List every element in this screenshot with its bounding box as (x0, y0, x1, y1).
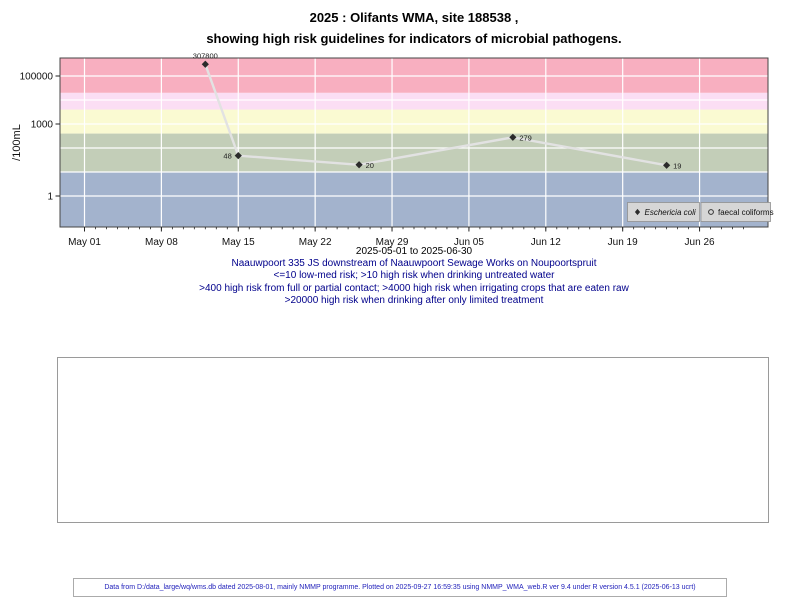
point-label: 48 (223, 152, 231, 161)
caption-site-description: Naauwpoort 335 JS downstream of Naauwpoo… (231, 258, 597, 270)
chart-plot: May 01 May 08 May 15 May 22 May 29 Jun 05 Jun … (11, 51, 774, 248)
x-tick-label: May 01 (68, 237, 101, 248)
x-tick-label: Jun 19 (608, 237, 638, 248)
x-tick-label: Jun 05 (454, 237, 484, 248)
risk-bands (60, 58, 768, 227)
point-label: 19 (673, 161, 681, 170)
data-point (663, 161, 671, 169)
caption-risk-line-3: >20000 high risk when drinking after onl… (284, 294, 544, 306)
legend: Eschericia coli faecal coliforms (627, 202, 774, 222)
caption-date-range: 2025-05-01 to 2025-06-30 (355, 246, 473, 257)
point-label: 307800 (193, 51, 218, 60)
gridlines (60, 58, 768, 227)
x-tick-label: Jun 26 (685, 237, 715, 248)
filled-diamond-icon (634, 208, 641, 216)
chart-title-line1: 2025 : Olifants WMA, site 188538 , (309, 10, 519, 25)
band-high-risk-drinking-untreated-water (60, 133, 768, 172)
chart-captions: 2025-05-01 to 2025-06-30 Naauwpoort 335 … (40, 246, 788, 307)
chart-title: 2025 : Olifants WMA, site 188538 , showi… (60, 7, 768, 49)
x-axis-labels: May 01 May 08 May 15 May 22 May 29 Jun 05 Jun … (68, 237, 715, 248)
data-point (355, 161, 363, 169)
legend-label: faecal coliforms (718, 208, 774, 217)
data-point (234, 152, 242, 160)
band-high-risk-irrigating-crops-eaten-raw (60, 92, 768, 110)
point-labels: 307800 48 20 279 19 (193, 51, 682, 170)
chart-title-line2: showing high risk guidelines for indicat… (206, 31, 622, 46)
caption-risk-line-1: <=10 low-med risk; >10 high risk when dr… (273, 270, 555, 282)
x-tick-label: May 15 (222, 237, 255, 248)
footer: Data from D:/data_large/wq/wms.db dated … (73, 578, 727, 597)
x-tick-label: Jun 12 (531, 237, 561, 248)
data-point (201, 60, 209, 68)
point-label: 279 (519, 133, 532, 142)
y-tick-label: 1 (47, 192, 53, 203)
caption-risk-line-2: >400 high risk from full or partial cont… (199, 282, 629, 294)
open-circle-icon (708, 209, 714, 215)
x-tick-label: May 22 (299, 237, 332, 248)
x-axis-ticks (84, 227, 744, 232)
x-tick-label: May 29 (376, 237, 409, 248)
empty-panel (57, 357, 769, 523)
point-label: 20 (366, 161, 374, 170)
y-axis: 1 1000 100000 (20, 72, 60, 203)
data-point (509, 133, 517, 141)
legend-label: Eschericia coli (645, 208, 696, 217)
footer-text: Data from D:/data_large/wq/wms.db dated … (104, 584, 696, 591)
legend-box (627, 202, 700, 222)
y-tick-label: 1000 (31, 120, 54, 131)
y-axis-title: /100mL (11, 124, 23, 161)
x-tick-label: May 08 (145, 237, 178, 248)
y-tick-label: 100000 (20, 72, 54, 83)
legend-box (700, 202, 771, 222)
band-high-risk-full-or-partial-contact (60, 109, 768, 134)
band-high-risk-drinking-after-limited-treatment (60, 58, 768, 93)
series-markers (201, 60, 671, 169)
